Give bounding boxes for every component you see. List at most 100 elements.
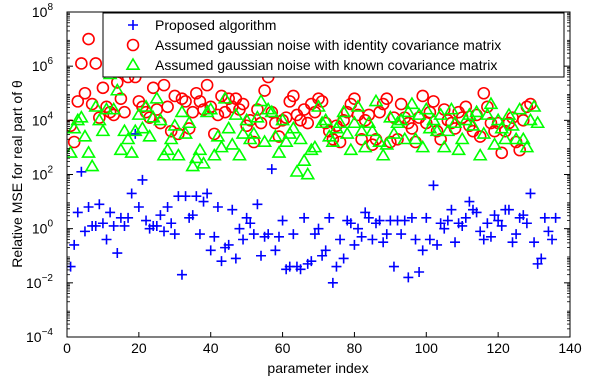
x-tick-label: 140 [558, 340, 582, 356]
data-point-triangle [508, 131, 524, 145]
x-tick-label: 0 [63, 340, 71, 356]
data-point-triangle [357, 139, 373, 153]
data-point-circle [190, 86, 203, 100]
data-point-triangle [228, 107, 244, 120]
data-point-triangle [239, 112, 255, 126]
data-point-triangle [77, 129, 93, 142]
data-point-triangle [160, 142, 175, 156]
y-axis-label: Relative MSE for real part of θ [9, 80, 25, 268]
series-plus [67, 128, 561, 288]
data-point-plus [79, 226, 90, 237]
data-point-plus [536, 253, 547, 264]
data-point-plus [532, 258, 543, 269]
data-point-triangle [153, 112, 168, 126]
data-point-triangle [250, 110, 265, 123]
data-point-circle [114, 92, 128, 105]
data-point-circle [247, 135, 261, 149]
data-point-triangle [497, 131, 513, 145]
data-point-triangle [505, 118, 520, 131]
data-point-triangle [372, 134, 387, 147]
data-point-triangle [490, 112, 506, 126]
data-point-plus [414, 267, 425, 277]
data-point-triangle [106, 101, 122, 115]
data-point-plus [159, 226, 170, 237]
data-point-plus [83, 202, 94, 212]
data-point-triangle [526, 99, 542, 112]
data-point-circle [481, 100, 494, 114]
data-point-triangle [523, 112, 538, 126]
data-point-triangle [469, 104, 484, 118]
data-point-triangle [188, 150, 204, 164]
x-axis-label: parameter index [267, 360, 368, 376]
x-tick-label: 80 [347, 340, 363, 356]
data-point-plus [256, 250, 267, 261]
data-point-triangle [210, 129, 226, 142]
data-point-plus [194, 229, 205, 240]
data-point-circle [193, 95, 207, 108]
data-point-circle [89, 57, 103, 70]
data-point-triangle [311, 99, 326, 112]
data-point-plus [266, 164, 277, 175]
data-point-plus [421, 212, 432, 223]
data-point-circle [75, 57, 88, 70]
y-tick-label: 106 [32, 56, 54, 74]
data-point-triangle [70, 112, 86, 126]
data-point-plus [320, 245, 331, 256]
data-point-plus [396, 229, 407, 240]
y-tick-label: 104 [32, 110, 54, 128]
data-point-plus [435, 218, 446, 229]
data-point-circle [326, 132, 340, 146]
data-point-triangle [397, 131, 413, 145]
data-point-triangle [84, 158, 100, 172]
data-point-triangle [375, 147, 391, 161]
data-point-plus [363, 212, 374, 223]
data-point-circle [516, 114, 530, 127]
data-point-plus [367, 234, 378, 245]
y-tick-label: 10−4 [26, 327, 53, 345]
data-point-plus [112, 248, 123, 259]
data-point-triangle [429, 123, 445, 137]
data-point-plus [180, 191, 191, 202]
data-point-plus [227, 204, 238, 215]
data-point-triangle [167, 118, 183, 131]
data-point-circle [71, 95, 85, 108]
data-point-plus [493, 215, 504, 226]
data-point-triangle [99, 101, 114, 115]
data-point-plus [126, 188, 137, 199]
data-point-circle [236, 97, 250, 111]
x-tick-label: 100 [415, 340, 439, 356]
data-point-triangle [109, 82, 125, 96]
data-point-triangle [81, 145, 96, 158]
data-point-plus [202, 188, 213, 199]
legend-label: Assumed gaussian noise with identity cov… [155, 37, 501, 53]
data-point-plus [137, 174, 148, 185]
data-point-triangle [350, 99, 366, 112]
data-point-circle [103, 105, 117, 119]
data-point-plus [108, 220, 119, 231]
data-point-circle [161, 100, 174, 114]
data-point-triangle [318, 112, 334, 126]
data-point-plus [446, 204, 457, 215]
data-point-triangle [422, 120, 438, 134]
data-point-circle [427, 95, 440, 108]
data-point-triangle [332, 115, 348, 129]
data-point-plus [273, 231, 284, 242]
data-point-triangle [494, 120, 510, 134]
data-point-triangle [296, 153, 312, 166]
data-point-circle [423, 105, 437, 119]
data-point-triangle [196, 156, 211, 169]
data-point-plus [133, 202, 144, 212]
data-point-plus [475, 226, 486, 237]
data-point-plus [119, 220, 130, 231]
data-point-plus [450, 237, 461, 248]
data-point-circle [355, 132, 368, 146]
data-point-plus [457, 220, 468, 231]
data-point-plus [69, 239, 80, 250]
data-point-triangle [501, 107, 517, 120]
data-point-triangle [181, 115, 197, 129]
data-point-circle [175, 92, 189, 105]
data-point-triangle [325, 134, 341, 147]
data-point-triangle [88, 99, 104, 112]
data-point-triangle [135, 120, 150, 134]
